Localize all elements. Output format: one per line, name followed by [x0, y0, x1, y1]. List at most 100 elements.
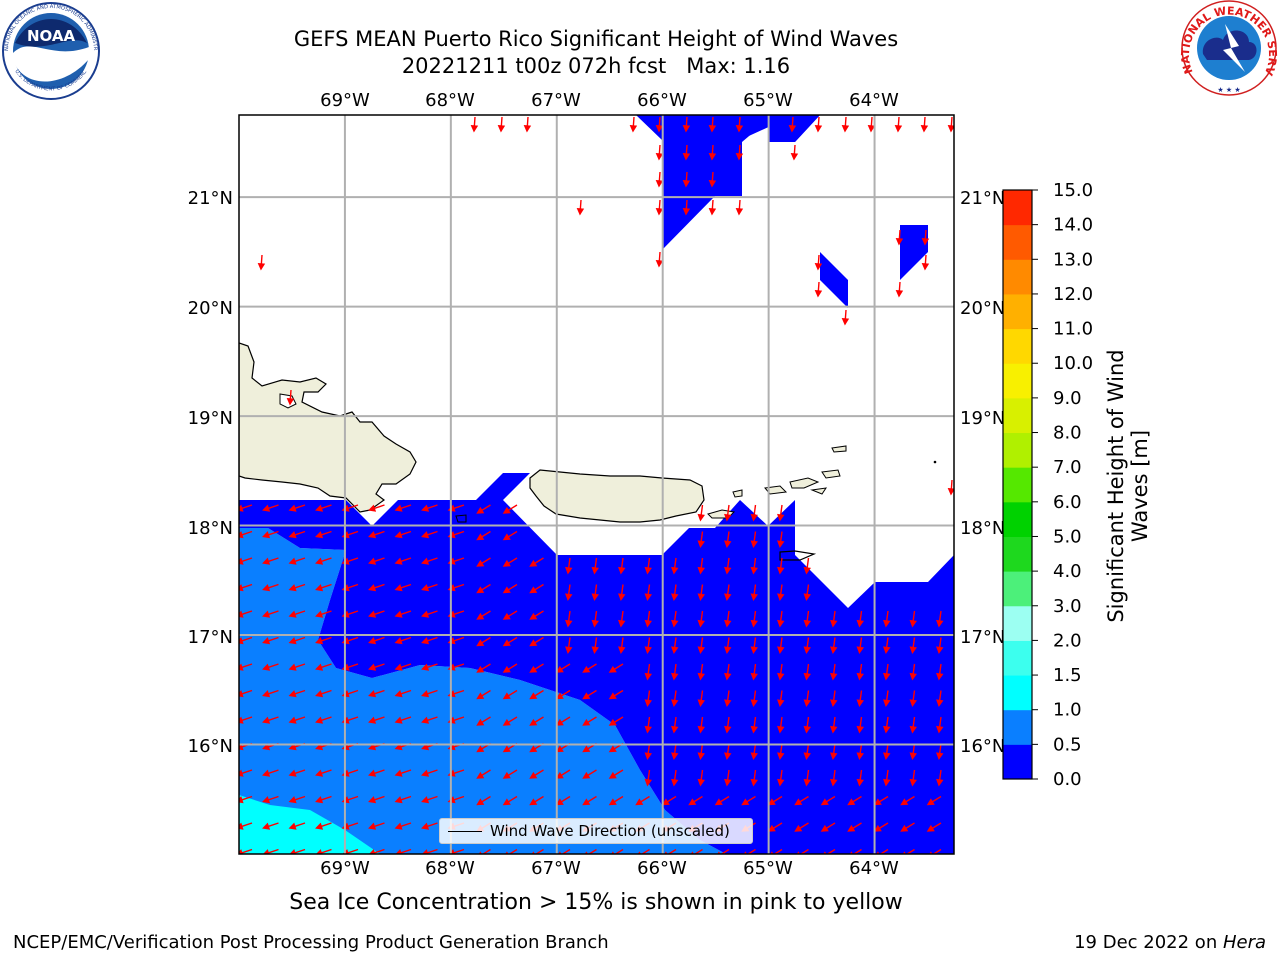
wind-arrow [909, 716, 917, 734]
wind-arrow [750, 716, 758, 734]
wave-region-0-0-south [239, 473, 954, 854]
lat-label-right: 21°N [960, 188, 1005, 209]
wind-arrow [368, 769, 385, 777]
nws-logo-stars: ★ ★ ★ [1217, 86, 1240, 94]
map-legend: Wind Wave Direction (unscaled) [439, 818, 753, 844]
colorbar-swatch [1003, 190, 1032, 226]
colorbar-tick-label: 7.0 [1053, 457, 1082, 478]
wind-arrow [502, 610, 518, 620]
wind-arrow [724, 690, 732, 708]
wind-arrow [671, 584, 679, 602]
wind-arrow [555, 769, 571, 779]
lat-labels-left: 21°N 20°N 19°N 18°N 17°N 16°N [188, 188, 233, 757]
map-frame [238, 114, 955, 855]
wind-arrow [936, 637, 944, 655]
wind-arrow [777, 584, 785, 602]
wind-arrow [262, 530, 279, 539]
colorbar-tick-label: 14.0 [1053, 215, 1093, 236]
wind-arrow [697, 690, 705, 708]
wind-arrow [767, 795, 783, 806]
wind-arrow [803, 769, 811, 787]
colorbar-tick-label: 1.5 [1053, 665, 1082, 686]
wind-arrow [421, 530, 438, 539]
wind-arrow [591, 584, 599, 602]
wave-region-0-5 [239, 528, 726, 854]
wind-arrow [856, 663, 864, 681]
wind-arrow [421, 822, 438, 830]
wind-arrow [262, 557, 279, 565]
land-culebra [732, 489, 743, 498]
wind-arrow [750, 690, 758, 708]
wind-arrow [655, 199, 664, 216]
colorbar-swatch [1003, 640, 1032, 676]
land-anegada [831, 445, 847, 453]
wind-arrow [369, 848, 385, 854]
wind-arrow [476, 610, 491, 620]
wind-arrow [629, 116, 638, 133]
wind-arrow [830, 769, 838, 787]
wind-arrow [909, 663, 917, 681]
colorbar-tick-label: 5.0 [1053, 526, 1082, 547]
wind-arrow [565, 584, 573, 602]
lon-label-top: 67°W [531, 90, 581, 111]
noaa-logo: NOAA NATIONAL OCEANIC AND ATMOSPHERIC AD… [2, 2, 100, 100]
wind-arrow [873, 822, 889, 832]
wind-arrow [830, 637, 838, 655]
wind-arrow [476, 583, 491, 594]
footer-host: Hera [1222, 932, 1266, 953]
wind-arrow [671, 690, 679, 708]
wind-arrow [239, 822, 253, 830]
wind-arrow [421, 716, 438, 724]
wind-arrow [262, 689, 279, 698]
wind-arrow [476, 530, 491, 541]
wind-arrow [565, 610, 573, 628]
wind-arrow [288, 689, 306, 698]
lat-label-right: 19°N [960, 408, 1005, 429]
colorbar-tick-label: 15.0 [1053, 180, 1093, 201]
wind-arrow [777, 769, 785, 787]
wind-arrow [655, 144, 664, 161]
wind-arrow [476, 636, 491, 647]
colorbar-swatch [1003, 397, 1032, 434]
lon-label-top: 69°W [320, 90, 370, 111]
land-virgin-islands-4 [821, 469, 841, 479]
wind-arrow [671, 716, 679, 734]
colorbar-swatch [1003, 467, 1032, 503]
wind-arrow [288, 663, 306, 671]
wind-arrow [909, 610, 917, 628]
wind-arrow [576, 199, 585, 216]
wave-patch-east-a [820, 252, 848, 308]
wind-arrow [724, 504, 732, 522]
wind-arrow [909, 769, 917, 787]
wind-arrow [394, 769, 412, 777]
wind-arrow [422, 848, 438, 854]
wind-arrow [830, 663, 838, 681]
wind-arrow [502, 504, 518, 514]
wind-arrow [671, 663, 679, 681]
footer-date-text: 19 Dec 2022 on [1074, 932, 1223, 953]
wind-arrow [394, 504, 412, 512]
wind-arrow [708, 171, 717, 188]
wind-arrow [394, 583, 412, 592]
wind-arrow [714, 795, 730, 806]
wind-arrow [288, 504, 306, 512]
wind-arrow [921, 229, 930, 246]
wind-arrow [608, 769, 624, 779]
wind-arrow [262, 769, 279, 777]
wind-arrow [421, 504, 438, 512]
wind-arrow [947, 116, 954, 133]
wind-arrow [936, 690, 944, 708]
wind-arrow [644, 716, 652, 734]
wind-arrow [777, 716, 785, 734]
wind-arrow [608, 795, 624, 806]
wind-arrow [582, 795, 597, 806]
wind-wave-direction-arrows [239, 116, 954, 854]
wind-arrow [788, 116, 797, 133]
wind-arrow [368, 557, 385, 565]
wind-arrow [847, 822, 862, 832]
colorbar-swatch [1003, 293, 1032, 330]
wind-arrow [909, 690, 917, 708]
wind-arrow [394, 689, 412, 698]
lon-label-bottom: 67°W [531, 858, 581, 879]
wind-arrow [671, 610, 679, 628]
